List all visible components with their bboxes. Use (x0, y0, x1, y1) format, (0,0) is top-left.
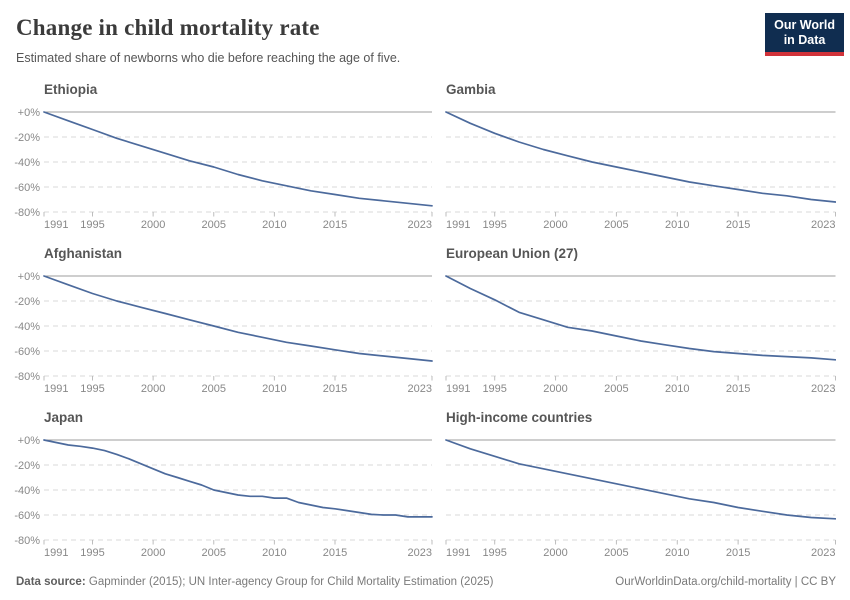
x-tick-label: 2023 (811, 219, 835, 231)
x-tick-label: 2023 (811, 547, 835, 559)
x-tick-label: 1991 (44, 219, 68, 231)
charts-grid: Ethiopia +0% -20% -40% -60% -80% 1991 1995 2000 2… (0, 82, 850, 574)
y-tick-label: -20% (14, 296, 40, 308)
x-tick-label: 2000 (543, 219, 567, 231)
x-tick-label: 2005 (604, 219, 628, 231)
x-tick-label: 1995 (80, 383, 104, 395)
y-tick-label: -60% (14, 510, 40, 522)
data-source-text: Gapminder (2015); UN Inter-agency Group … (88, 576, 494, 588)
x-tick-label: 1991 (44, 547, 68, 559)
chart-panel-japan: Japan +0% -20% -40% -60% -80% 1991 1995 2000 2005… (0, 410, 436, 561)
x-tick-label: 1995 (80, 219, 104, 231)
chart-panel-gambia: Gambia 1991 1995 2000 2005 2010 2015 2023 (436, 82, 836, 233)
x-tick-label: 2010 (665, 383, 689, 395)
chart-entity-title: European Union (27) (446, 246, 579, 261)
y-tick-label: -60% (14, 346, 40, 358)
x-tick-label: 1991 (446, 383, 470, 395)
x-tick-label: 1995 (80, 547, 104, 559)
x-tick-label: 2023 (408, 383, 432, 395)
x-tick-label: 2010 (262, 547, 286, 559)
x-tick-label: 2015 (726, 547, 750, 559)
chart-header: Change in child mortality rate Estimated… (0, 0, 850, 66)
chart-canvas-japan: +0% -20% -40% -60% -80% 1991 1995 2000 2005 2010 2… (14, 435, 433, 559)
x-tick-label: 1995 (482, 219, 506, 231)
y-tick-label: -40% (14, 485, 40, 497)
y-tick-label: -80% (14, 207, 40, 219)
x-tick-label: 1995 (482, 383, 506, 395)
x-tick-label: 2010 (262, 383, 286, 395)
chart-panel-ethiopia: Ethiopia +0% -20% -40% -60% -80% 1991 1995 2000 2… (0, 82, 436, 233)
chart-entity-title: Japan (44, 410, 84, 425)
chart-canvas-european-union-27: 1991 1995 2000 2005 2010 2015 2023 (445, 275, 836, 395)
x-tick-label: 2023 (408, 219, 432, 231)
logo-line-2: in Data (783, 33, 826, 47)
x-tick-label: 1991 (446, 219, 470, 231)
data-line-high-income-countries (445, 439, 836, 520)
y-tick-label: +0% (18, 271, 41, 283)
x-tick-label: 2000 (543, 383, 567, 395)
x-tick-label: 2015 (323, 547, 347, 559)
chart-panel-high-income-countries: High-income countries 1991 1995 2000 2005 201… (436, 410, 836, 561)
chart-entity-title: Ethiopia (44, 82, 98, 97)
data-line-european-union-27 (445, 275, 836, 361)
y-tick-label: -40% (14, 157, 40, 169)
x-tick-label: 1995 (482, 547, 506, 559)
y-tick-label: -80% (14, 535, 40, 547)
x-tick-label: 2010 (665, 219, 689, 231)
x-tick-label: 2000 (141, 219, 165, 231)
data-line-afghanistan (43, 275, 433, 362)
x-tick-label: 2000 (543, 547, 567, 559)
x-tick-label: 1991 (446, 547, 470, 559)
data-line-ethiopia (43, 111, 433, 207)
x-tick-label: 2023 (408, 547, 432, 559)
x-tick-label: 2023 (811, 383, 835, 395)
x-tick-label: 2000 (141, 383, 165, 395)
x-tick-label: 2005 (202, 547, 226, 559)
chart-panel-afghanistan: Afghanistan +0% -20% -40% -60% -80% 1991 1995 20… (0, 246, 436, 397)
owid-logo: Our World in Data (765, 13, 844, 56)
y-tick-label: -60% (14, 182, 40, 194)
x-tick-label: 2005 (202, 219, 226, 231)
x-tick-label: 2015 (726, 219, 750, 231)
x-tick-label: 2005 (604, 383, 628, 395)
y-tick-label: -80% (14, 371, 40, 383)
y-tick-label: +0% (18, 435, 41, 447)
data-line-gambia (445, 111, 836, 203)
x-tick-label: 2000 (141, 547, 165, 559)
chart-footer: Data source: Gapminder (2015); UN Inter-… (16, 575, 836, 589)
chart-canvas-afghanistan: +0% -20% -40% -60% -80% 1991 1995 2000 2005 2010 2… (14, 271, 433, 395)
chart-panel-european-union-27: European Union (27) 1991 1995 2000 2005 2010 2… (436, 246, 836, 397)
chart-canvas-gambia: 1991 1995 2000 2005 2010 2015 2023 (445, 111, 836, 231)
y-tick-label: +0% (18, 107, 41, 119)
x-tick-label: 2015 (323, 219, 347, 231)
x-tick-label: 2005 (202, 383, 226, 395)
chart-entity-title: Gambia (446, 82, 496, 97)
chart-entity-title: Afghanistan (44, 246, 123, 261)
logo-line-1: Our World (774, 18, 835, 32)
y-tick-label: -20% (14, 132, 40, 144)
x-tick-label: 2010 (262, 219, 286, 231)
page-subtitle: Estimated share of newborns who die befo… (16, 51, 401, 65)
x-tick-label: 2015 (323, 383, 347, 395)
chart-canvas-ethiopia: +0% -20% -40% -60% -80% 1991 1995 2000 2005 2010 2… (14, 107, 433, 231)
x-tick-label: 2015 (726, 383, 750, 395)
data-source-label: Data source: (16, 576, 86, 588)
page-title: Change in child mortality rate (16, 15, 320, 40)
chart-canvas-high-income-countries: 1991 1995 2000 2005 2010 2015 2023 (445, 439, 836, 559)
y-tick-label: -40% (14, 321, 40, 333)
x-tick-label: 1991 (44, 383, 68, 395)
data-line-japan (43, 439, 433, 518)
y-tick-label: -20% (14, 460, 40, 472)
owid-url-license: OurWorldinData.org/child-mortality | CC … (615, 576, 836, 588)
x-tick-label: 2005 (604, 547, 628, 559)
data-source: Data source: Gapminder (2015); UN Inter-… (16, 575, 493, 589)
x-tick-label: 2010 (665, 547, 689, 559)
chart-entity-title: High-income countries (446, 410, 593, 425)
